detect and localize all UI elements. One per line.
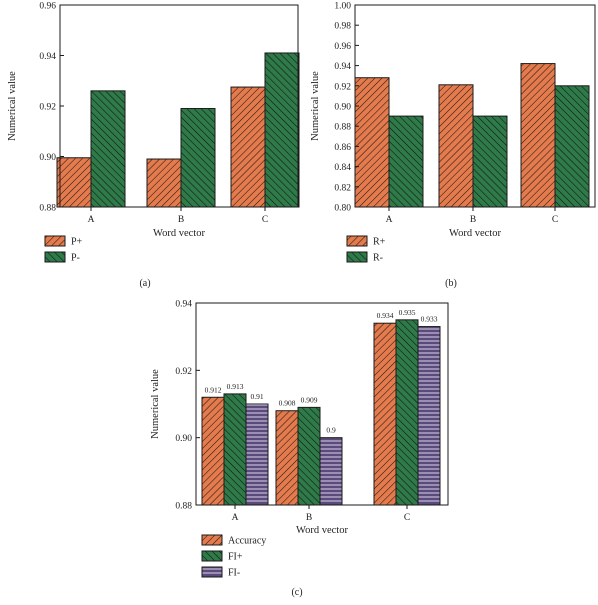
legend-swatch-P+ <box>44 235 66 247</box>
bar-FI--C <box>417 326 441 506</box>
y-tick-label: 0.94 <box>175 300 192 310</box>
y-tick-label: 0.80 <box>334 204 351 214</box>
data-label: 0.913 <box>227 382 244 391</box>
bar-P--A <box>90 90 126 208</box>
x-axis-title: Word vector <box>449 228 501 239</box>
y-tick-label: 0.96 <box>334 42 351 52</box>
legend-label: Accuracy <box>228 536 266 547</box>
panel-c: 0.912 0.908 0.934 0.913 0.909 0.935 0.91 0.9 0.9… <box>150 300 449 598</box>
legend-label: FI+ <box>228 552 243 563</box>
y-tick-label: 0.92 <box>334 82 351 92</box>
data-label: 0.908 <box>279 399 296 408</box>
x-tick-label: A <box>88 215 95 225</box>
bar-Accuracy-A <box>201 396 225 506</box>
y-tick-label: 0.88 <box>39 204 56 214</box>
bar-FI+-B <box>297 406 321 506</box>
y-tick-label: 1.00 <box>334 2 351 12</box>
bar-R+-A <box>354 77 390 208</box>
x-tick-label: B <box>470 215 476 225</box>
y-axis-title: Numerical value <box>310 71 321 141</box>
bar-R+-B <box>438 84 474 208</box>
panel-b: 0.80 0.82 0.84 0.86 0.88 0.90 0.92 0.94 0.96 0.98… <box>310 2 596 289</box>
axes-frame <box>195 302 449 506</box>
bar-P+-A <box>56 157 92 208</box>
legend-swatch-FI+ <box>201 550 223 562</box>
bar-P+-C <box>230 86 266 208</box>
y-tick-label: 0.90 <box>175 434 192 444</box>
x-tick-label: B <box>178 215 184 225</box>
x-axis-title: Word vector <box>153 228 205 239</box>
legend-swatch-R+ <box>346 235 368 247</box>
y-tick-label: 0.98 <box>334 22 351 32</box>
bar-R--A <box>388 115 424 208</box>
x-tick-label: A <box>386 215 393 225</box>
legend-label: R- <box>373 253 383 264</box>
panel-label: (a) <box>139 278 150 289</box>
y-tick-label: 0.82 <box>334 183 351 193</box>
legend-label: P+ <box>71 237 83 248</box>
bar-FI--A <box>245 403 269 506</box>
x-tick-label: C <box>262 215 268 225</box>
data-label: 0.9 <box>326 426 336 435</box>
bar-R--C <box>554 85 590 208</box>
legend-label: R+ <box>373 237 386 248</box>
y-tick-label: 0.86 <box>334 143 351 153</box>
y-tick-label: 0.90 <box>334 103 351 113</box>
bar-R--B <box>472 115 508 208</box>
bar-P+-B <box>146 158 182 208</box>
y-tick-label: 0.88 <box>334 123 351 133</box>
data-label: 0.91 <box>250 392 263 401</box>
x-axis-title: Word vector <box>296 525 348 536</box>
y-tick-label: 0.92 <box>39 103 56 113</box>
bar-FI+-C <box>395 319 419 506</box>
y-tick-label: 0.96 <box>39 2 56 12</box>
legend-swatch-Accuracy <box>201 534 223 546</box>
bar-Accuracy-C <box>373 322 397 506</box>
legend-label: P- <box>71 253 80 264</box>
legend-label: FI- <box>228 568 240 579</box>
y-tick-label: 0.92 <box>175 367 192 377</box>
x-tick-label: C <box>552 215 558 225</box>
y-tick-label: 0.88 <box>175 502 192 512</box>
legend-swatch-R- <box>346 251 368 263</box>
panel-label: (b) <box>445 278 457 289</box>
bar-FI--B <box>319 437 343 506</box>
data-label: 0.912 <box>205 385 222 394</box>
legend-swatch-P- <box>44 251 66 263</box>
data-label: 0.909 <box>301 395 318 404</box>
x-tick-label: C <box>404 513 410 523</box>
x-tick-label: B <box>306 513 312 523</box>
legend-swatch-FI- <box>201 566 223 578</box>
y-tick-label: 0.94 <box>334 62 351 72</box>
bar-P--B <box>180 108 216 208</box>
y-tick-label: 0.94 <box>39 52 56 62</box>
data-label: 0.933 <box>421 315 438 324</box>
panel-a: 0.88 0.90 0.92 0.94 0.96 A B C Word vector Numeri… <box>7 2 300 289</box>
y-axis-title: Numerical value <box>150 369 161 439</box>
data-label: 0.935 <box>399 308 416 317</box>
y-tick-label: 0.84 <box>334 163 351 173</box>
bar-Accuracy-B <box>275 410 299 506</box>
y-axis-title: Numerical value <box>7 71 18 141</box>
bar-P--C <box>264 52 300 208</box>
x-tick-label: A <box>232 513 239 523</box>
bar-R+-C <box>520 63 556 208</box>
panel-label: (c) <box>291 587 302 598</box>
y-tick-label: 0.90 <box>39 153 56 163</box>
bar-FI+-A <box>223 393 247 506</box>
data-label: 0.934 <box>377 311 394 320</box>
